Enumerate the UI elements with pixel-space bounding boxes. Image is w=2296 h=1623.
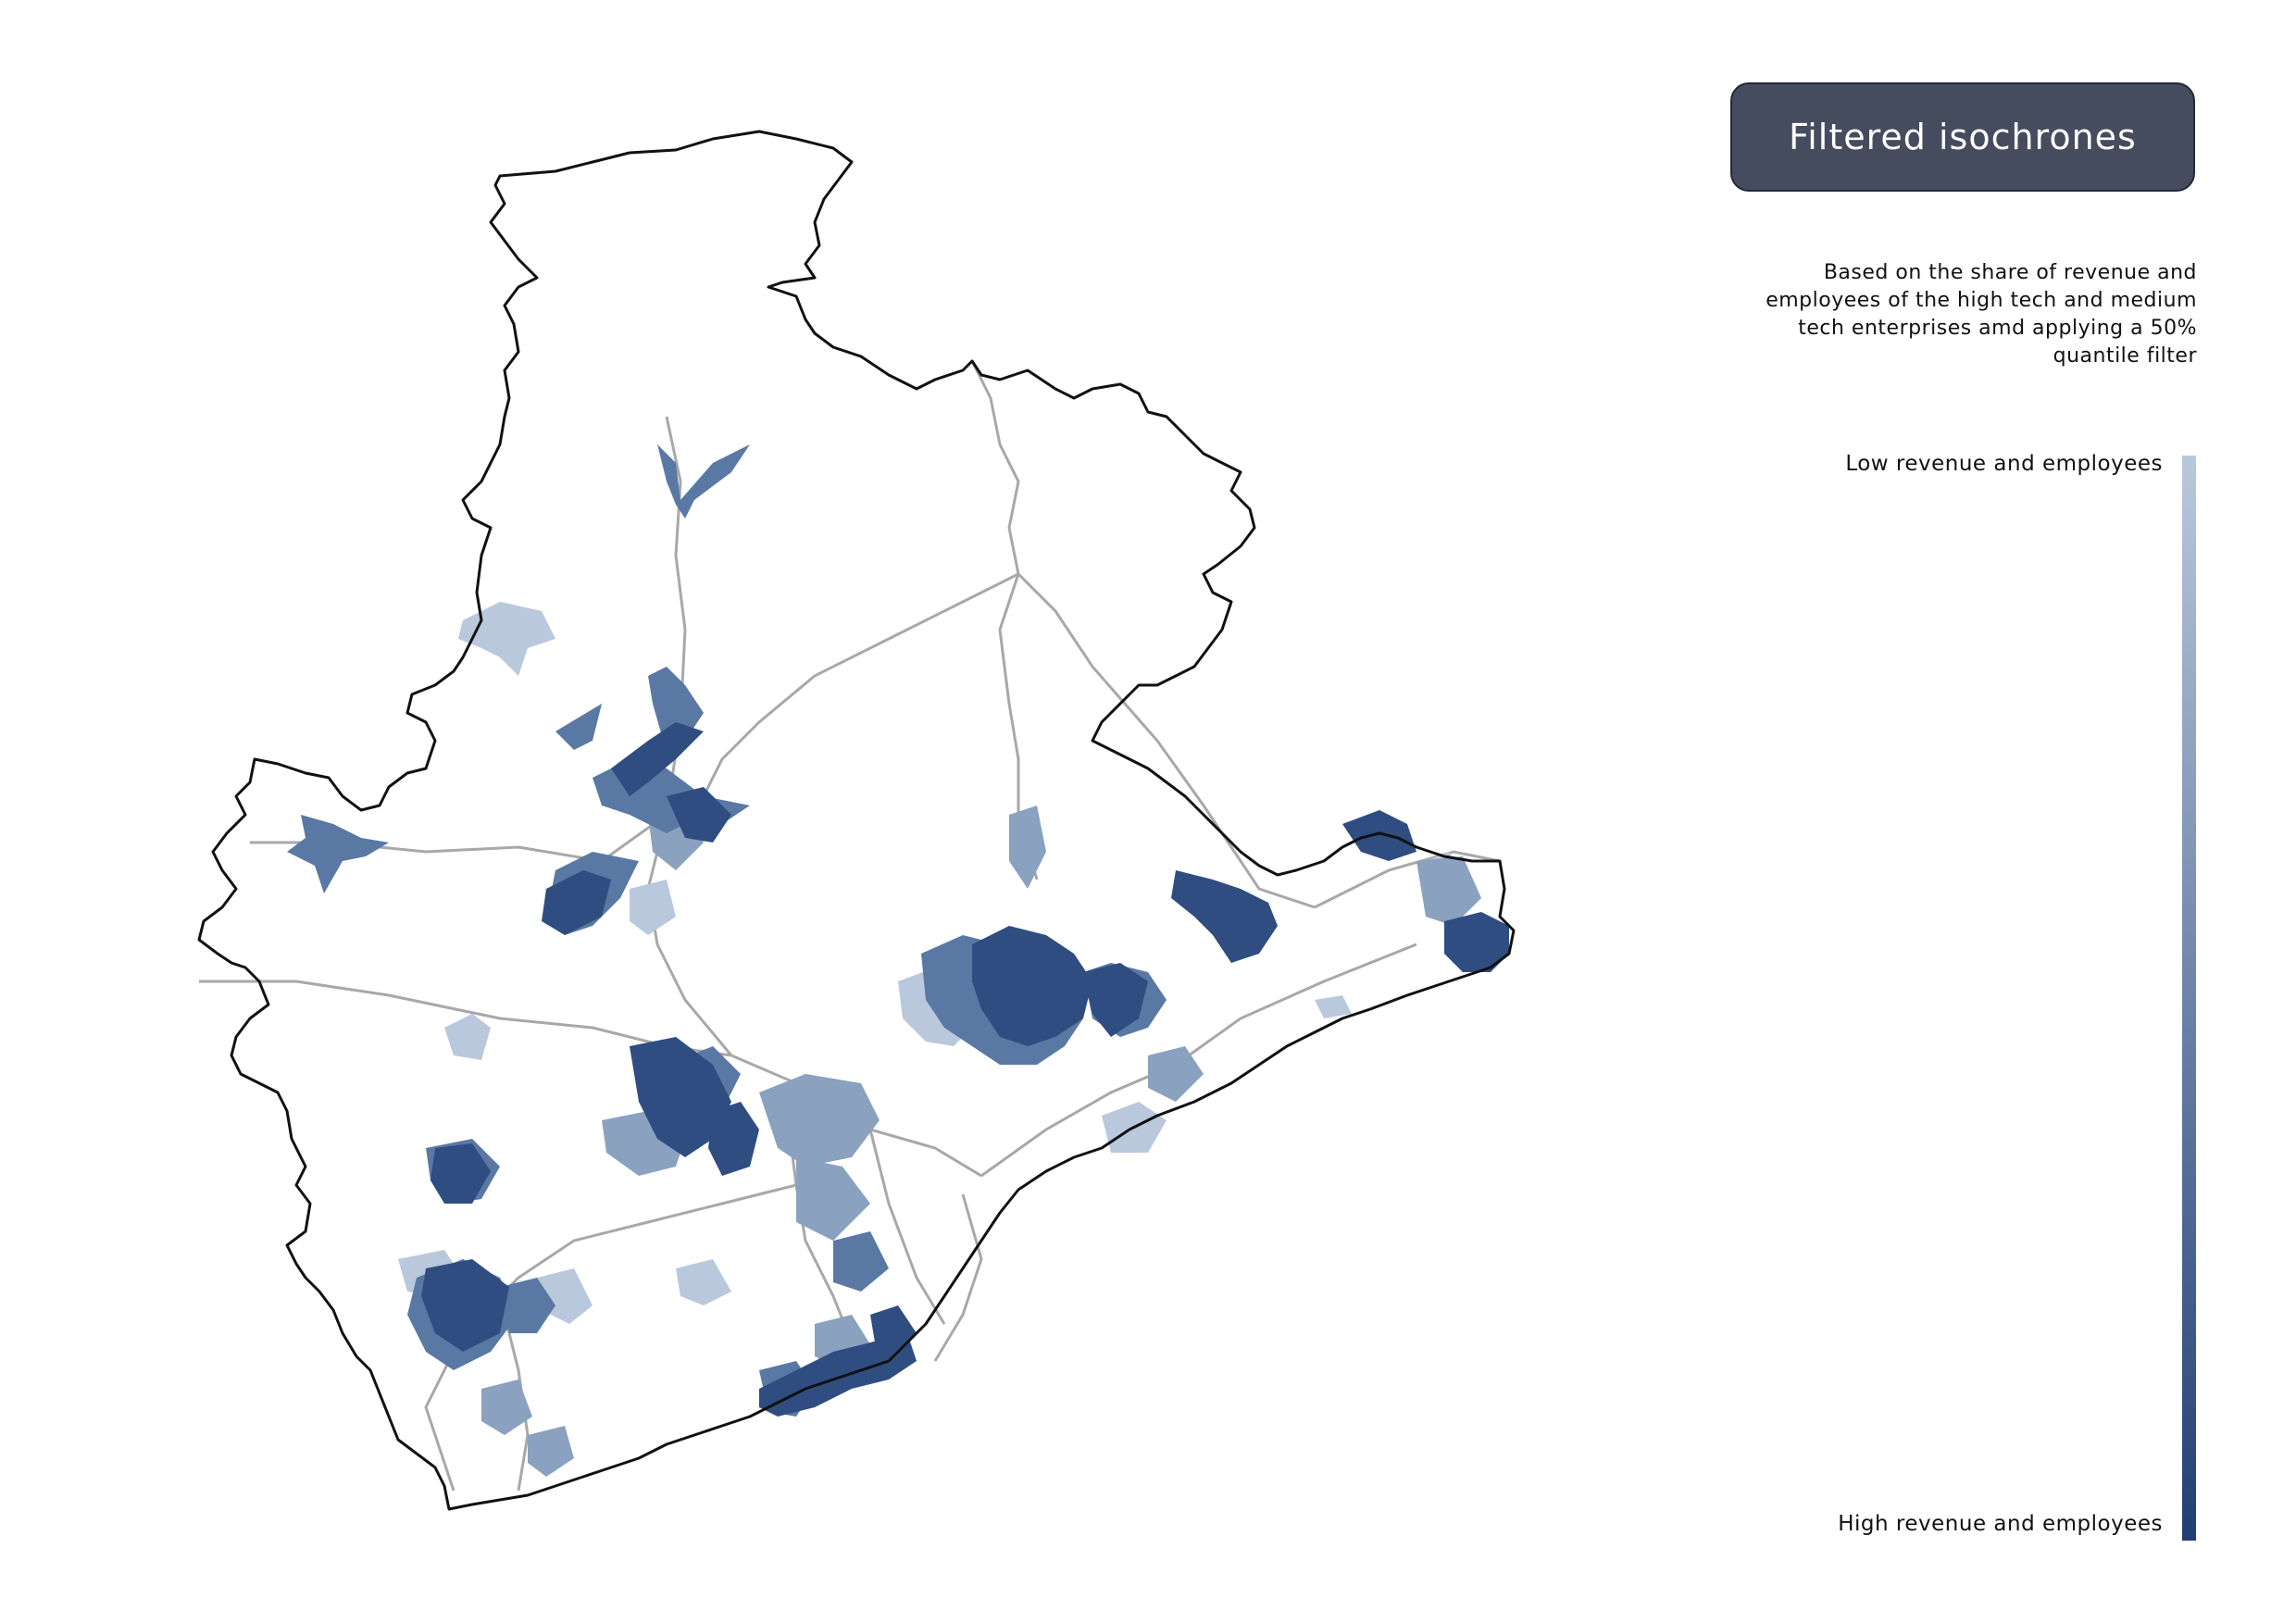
description-line: quantile filter xyxy=(2053,344,2197,368)
isochrone-area xyxy=(1083,963,1148,1037)
description-line: Based on the share of revenue and xyxy=(1823,261,2197,284)
isochrone-area xyxy=(630,1037,731,1157)
region-boundary xyxy=(197,130,1516,1511)
title-box: Filtered isochrones xyxy=(1730,82,2195,192)
isochrone-area xyxy=(542,870,611,935)
isochrone-area xyxy=(1009,805,1046,889)
isochrone-area xyxy=(1416,856,1481,926)
legend-color-bar xyxy=(2182,456,2196,1541)
map-description: Based on the share of revenue and employ… xyxy=(1703,259,2197,370)
road xyxy=(424,1183,797,1492)
road xyxy=(1017,572,1316,909)
isochrone-area xyxy=(287,815,389,893)
isochrone-area xyxy=(759,1333,917,1417)
isochrone-area xyxy=(759,1074,880,1167)
isochrone-area xyxy=(500,1278,555,1333)
map-title: Filtered isochrones xyxy=(1789,117,2137,157)
isochrone-area xyxy=(528,1426,574,1477)
isochrone-area xyxy=(611,722,704,796)
isochrone-area xyxy=(444,1014,491,1060)
description-line: employees of the high tech and medium xyxy=(1766,289,2197,312)
isochrone-area xyxy=(796,1157,870,1241)
isochrone-area xyxy=(972,926,1092,1046)
isochrones-high xyxy=(421,722,1509,1417)
road xyxy=(970,360,1020,575)
isochrone-area xyxy=(1315,995,1352,1018)
road xyxy=(933,1193,983,1362)
isochrone-area xyxy=(870,1305,917,1352)
road xyxy=(693,572,1019,816)
road xyxy=(785,1110,854,1343)
isochrone-area xyxy=(430,1143,491,1204)
isochrone-area xyxy=(555,704,602,750)
isochrone-area xyxy=(708,1102,759,1176)
isochrone-map xyxy=(197,130,1516,1511)
isochrone-area xyxy=(1171,870,1278,963)
isochrone-area xyxy=(667,787,731,843)
isochrone-area xyxy=(421,1259,509,1352)
legend-high-label: High revenue and employees xyxy=(1838,1512,2163,1536)
road xyxy=(646,814,733,1056)
isochrone-area xyxy=(630,880,676,935)
road xyxy=(868,1129,946,1325)
isochrone-area xyxy=(1148,1046,1204,1102)
isochrone-area xyxy=(1342,810,1416,861)
isochrone-area xyxy=(481,1380,532,1435)
map-area xyxy=(197,130,1516,1511)
isochrone-area xyxy=(833,1231,889,1292)
isochrone-area xyxy=(648,667,704,741)
isochrone-area xyxy=(657,444,750,518)
isochrone-area xyxy=(1444,912,1509,972)
legend-low-label: Low revenue and employees xyxy=(1845,452,2163,476)
isochrone-area xyxy=(676,1259,731,1305)
description-line: tech enterprises amd applying a 50% xyxy=(1798,317,2197,340)
